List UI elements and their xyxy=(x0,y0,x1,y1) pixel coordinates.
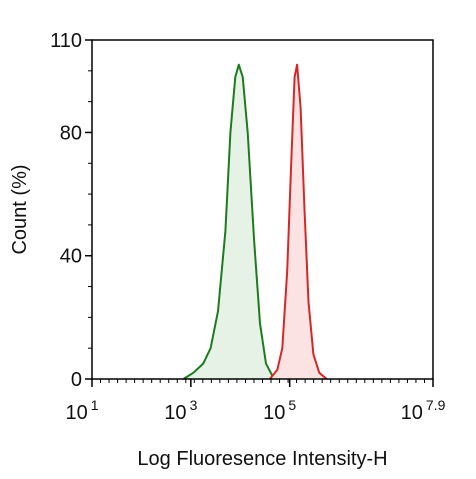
series-1-line xyxy=(182,63,281,380)
x-axis-label: Log Fluoresence Intensity-H xyxy=(137,448,387,470)
y-axis-label: Count (%) xyxy=(9,164,31,254)
x-tick-label: 10 3 xyxy=(164,397,197,424)
series-2-fill xyxy=(269,64,327,379)
plot-frame xyxy=(91,39,434,380)
series-2-line xyxy=(269,63,328,380)
series-1-fill xyxy=(183,64,280,379)
y-tick-label: 40 xyxy=(60,246,82,268)
axes xyxy=(85,39,434,387)
x-tick-label: 10 7.9 xyxy=(401,397,446,424)
x-tick-label: 10 1 xyxy=(65,397,98,424)
plot-area xyxy=(182,63,328,380)
y-tick-label: 80 xyxy=(60,122,82,144)
y-tick-label: 0 xyxy=(71,369,82,391)
labels: Count (%) Log Fluoresence Intensity-H 10… xyxy=(9,30,446,470)
x-tick-label: 10 5 xyxy=(263,397,296,424)
y-tick-label: 110 xyxy=(50,30,82,52)
